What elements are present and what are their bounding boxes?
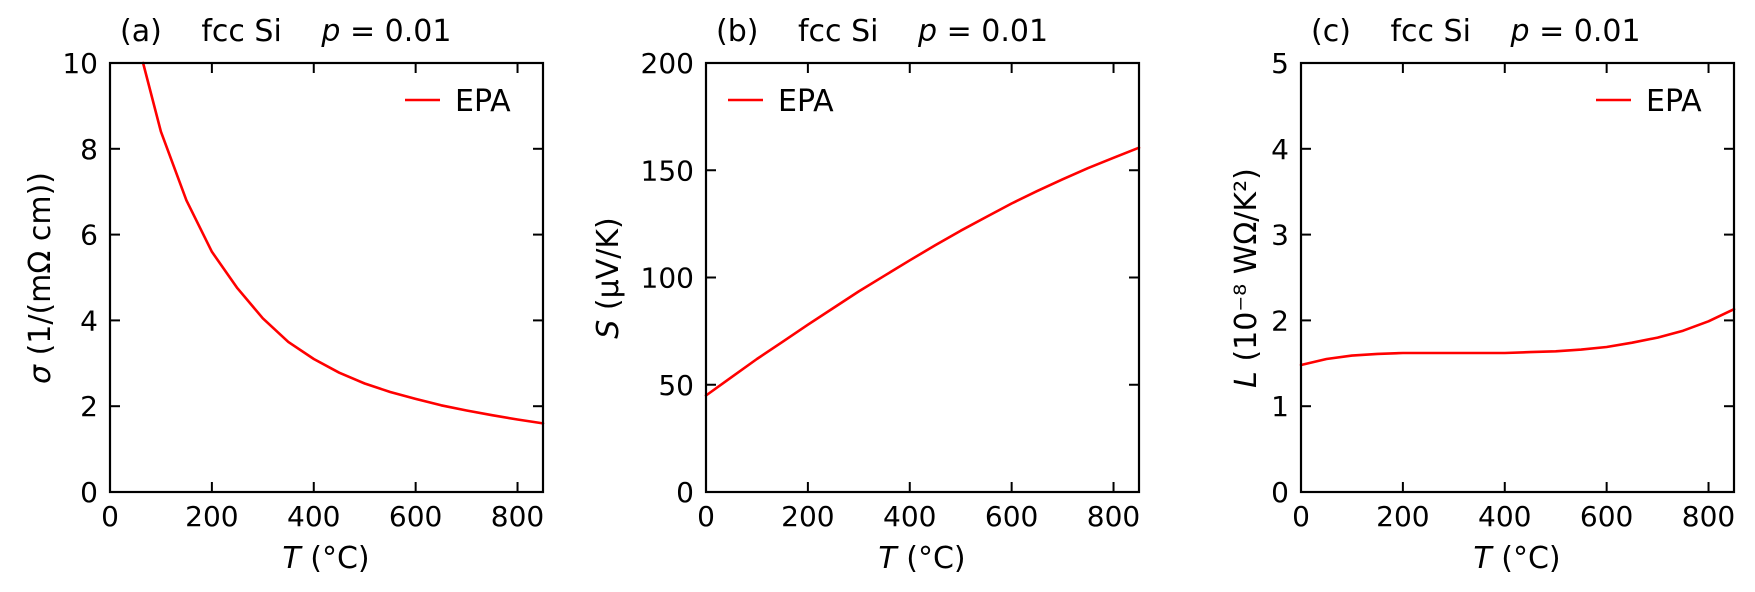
panel-b-frame [704, 61, 1141, 494]
panel-a-xtick-label: 600 [389, 500, 442, 533]
panel-c-xtick-label: 400 [1478, 500, 1531, 533]
panel-b-xlabel-symbol: T [878, 541, 899, 576]
panel-b-xlabel: T (°C) [878, 541, 965, 576]
panel-c-ylabel: L (10⁻⁸ WΩ/K²) [1229, 168, 1264, 388]
panel-b-xtick-label: 600 [985, 500, 1038, 533]
panel-c-series-epa [1299, 307, 1736, 367]
panel-a-title-label: (a) [120, 14, 162, 49]
panel-a-ytick-label: 8 [80, 133, 98, 166]
panel-a-ylabel: σ (1/(mΩ cm)) [23, 172, 58, 384]
panel-c-ytick-label: 3 [1271, 219, 1289, 252]
panel-c-plot: 0 200 400 600 800 0 1 2 3 4 5 [1271, 47, 1736, 533]
panel-b-title-param-value: = 0.01 [947, 14, 1048, 49]
panel-c-xlabel: T (°C) [1473, 541, 1560, 576]
panel-a-title-param-value: = 0.01 [350, 14, 451, 49]
panel-b-xtick-label: 200 [781, 500, 834, 533]
panel-b-ytick-label: 200 [641, 47, 694, 80]
panel-a-xlabel-rest: (°C) [301, 541, 370, 576]
panel-b-ylabel: S (μV/K) [591, 217, 626, 338]
panel-a-xtick-label: 800 [491, 500, 544, 533]
panel-b-ylabel-rest: (μV/K) [591, 217, 626, 319]
panel-b-title-label: (b) [716, 14, 758, 49]
panel-a-xtick-label: 0 [101, 500, 119, 533]
panel-b-ytick-label: 100 [641, 262, 694, 295]
panel-a-frame [108, 61, 545, 494]
panel-a-ylabel-rest: (1/(mΩ cm)) [23, 172, 58, 365]
panel-b: 0 200 400 600 800 0 50 100 150 200 (b) fcc Si p =… [591, 14, 1141, 576]
panel-c-title-param-value: = 0.01 [1539, 14, 1640, 49]
panel-b-title-param-symbol: p [917, 14, 937, 49]
panel-c-ytick-label: 0 [1271, 476, 1289, 509]
panel-b-xlabel-rest: (°C) [897, 541, 966, 576]
panel-a-legend: EPA [405, 84, 511, 119]
panel-b-xtick-label: 800 [1087, 500, 1140, 533]
panel-a-plot: 0 200 400 600 800 0 2 4 6 8 10 [62, 47, 545, 533]
panel-c-frame [1299, 61, 1736, 494]
panel-c-xtick-label: 0 [1292, 500, 1310, 533]
panel-c-title-param-symbol: p [1509, 14, 1529, 49]
panel-c-ytick-label: 2 [1271, 304, 1289, 337]
panel-b-title-material: fcc Si [798, 14, 878, 49]
panel-a-ytick-label: 6 [80, 219, 98, 252]
panel-b-ylabel-symbol: S [591, 320, 626, 339]
panel-b-ytick-label: 0 [676, 476, 694, 509]
panel-a-ytick-label: 0 [80, 476, 98, 509]
panel-b-xtick-label: 400 [883, 500, 936, 533]
panel-b-plot: 0 200 400 600 800 0 50 100 150 200 [641, 47, 1141, 533]
panel-c-legend-label: EPA [1646, 84, 1702, 119]
panel-a-series-epa [141, 61, 545, 425]
panel-c-ytick-label: 5 [1271, 47, 1289, 80]
panel-a-xlabel-symbol: T [282, 541, 303, 576]
panel-b-legend-label: EPA [778, 84, 834, 119]
panel-b-legend: EPA [728, 84, 834, 119]
panel-a-title: (a) fcc Si p = 0.01 [120, 14, 451, 49]
panel-c-xtick-label: 600 [1580, 500, 1633, 533]
panel-b-ytick-label: 50 [658, 369, 694, 402]
panel-a-title-material: fcc Si [201, 14, 281, 49]
panel-b-title: (b) fcc Si p = 0.01 [716, 14, 1048, 49]
panel-c-xtick-label: 200 [1376, 500, 1429, 533]
panel-c-xlabel-rest: (°C) [1492, 541, 1561, 576]
panel-a-xtick-label: 400 [287, 500, 340, 533]
panel-a-ytick-label: 10 [62, 47, 98, 80]
panel-a-legend-label: EPA [455, 84, 511, 119]
panel-b-ytick-label: 150 [641, 154, 694, 187]
panel-b-series-epa [704, 146, 1141, 397]
panel-c-xlabel-symbol: T [1473, 541, 1494, 576]
panel-c-ylabel-rest: (10⁻⁸ WΩ/K²) [1229, 168, 1264, 371]
panel-a: 0 200 400 600 800 0 2 4 6 8 10 (a) fcc Si p = 0.01… [23, 14, 545, 576]
panel-c-legend: EPA [1596, 84, 1702, 119]
panel-c-ytick-label: 1 [1271, 390, 1289, 423]
panel-c-title-material: fcc Si [1390, 14, 1470, 49]
panel-a-ytick-label: 4 [80, 304, 98, 337]
panel-a-ytick-label: 2 [80, 390, 98, 423]
panel-a-xtick-label: 200 [185, 500, 238, 533]
panel-b-xtick-label: 0 [697, 500, 715, 533]
panel-a-xlabel: T (°C) [282, 541, 369, 576]
panel-c-xtick-label: 800 [1682, 500, 1735, 533]
panel-c-title: (c) fcc Si p = 0.01 [1311, 14, 1641, 49]
panel-c-ylabel-symbol: L [1229, 371, 1264, 388]
panel-c-ytick-label: 4 [1271, 133, 1289, 166]
panel-a-title-param-symbol: p [320, 14, 340, 49]
panel-a-ylabel-symbol: σ [23, 364, 58, 384]
panel-c-title-label: (c) [1311, 14, 1351, 49]
